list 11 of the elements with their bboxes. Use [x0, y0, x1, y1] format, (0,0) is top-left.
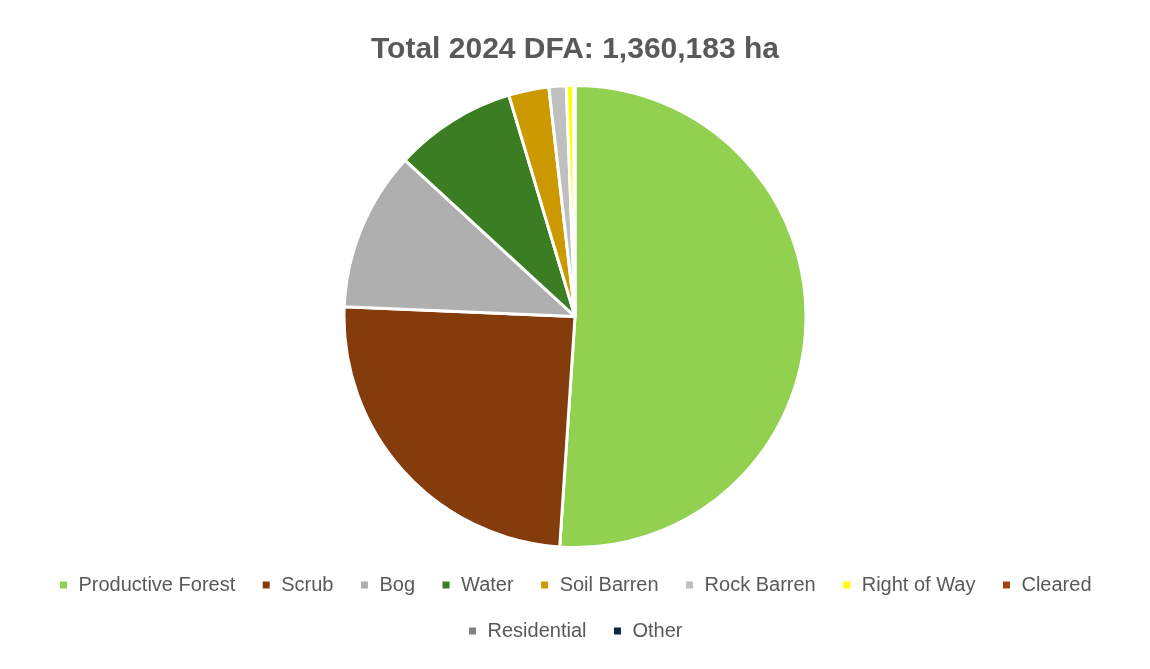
legend-label: Residential [487, 618, 587, 641]
legend-label: Cleared [1021, 572, 1092, 595]
legend-label: Other [632, 618, 683, 641]
legend-label: Soil Barren [559, 572, 659, 595]
chart-title: Total 2024 DFA: 1,360,183 ha [371, 31, 780, 65]
legend-label: Right of Way [861, 572, 976, 595]
legend-label: Water [461, 572, 514, 595]
legend-label: Bog [379, 572, 416, 595]
legend-label: Rock Barren [704, 572, 816, 595]
legend-label: Scrub [281, 572, 334, 595]
legend-label: Productive Forest [78, 572, 236, 595]
